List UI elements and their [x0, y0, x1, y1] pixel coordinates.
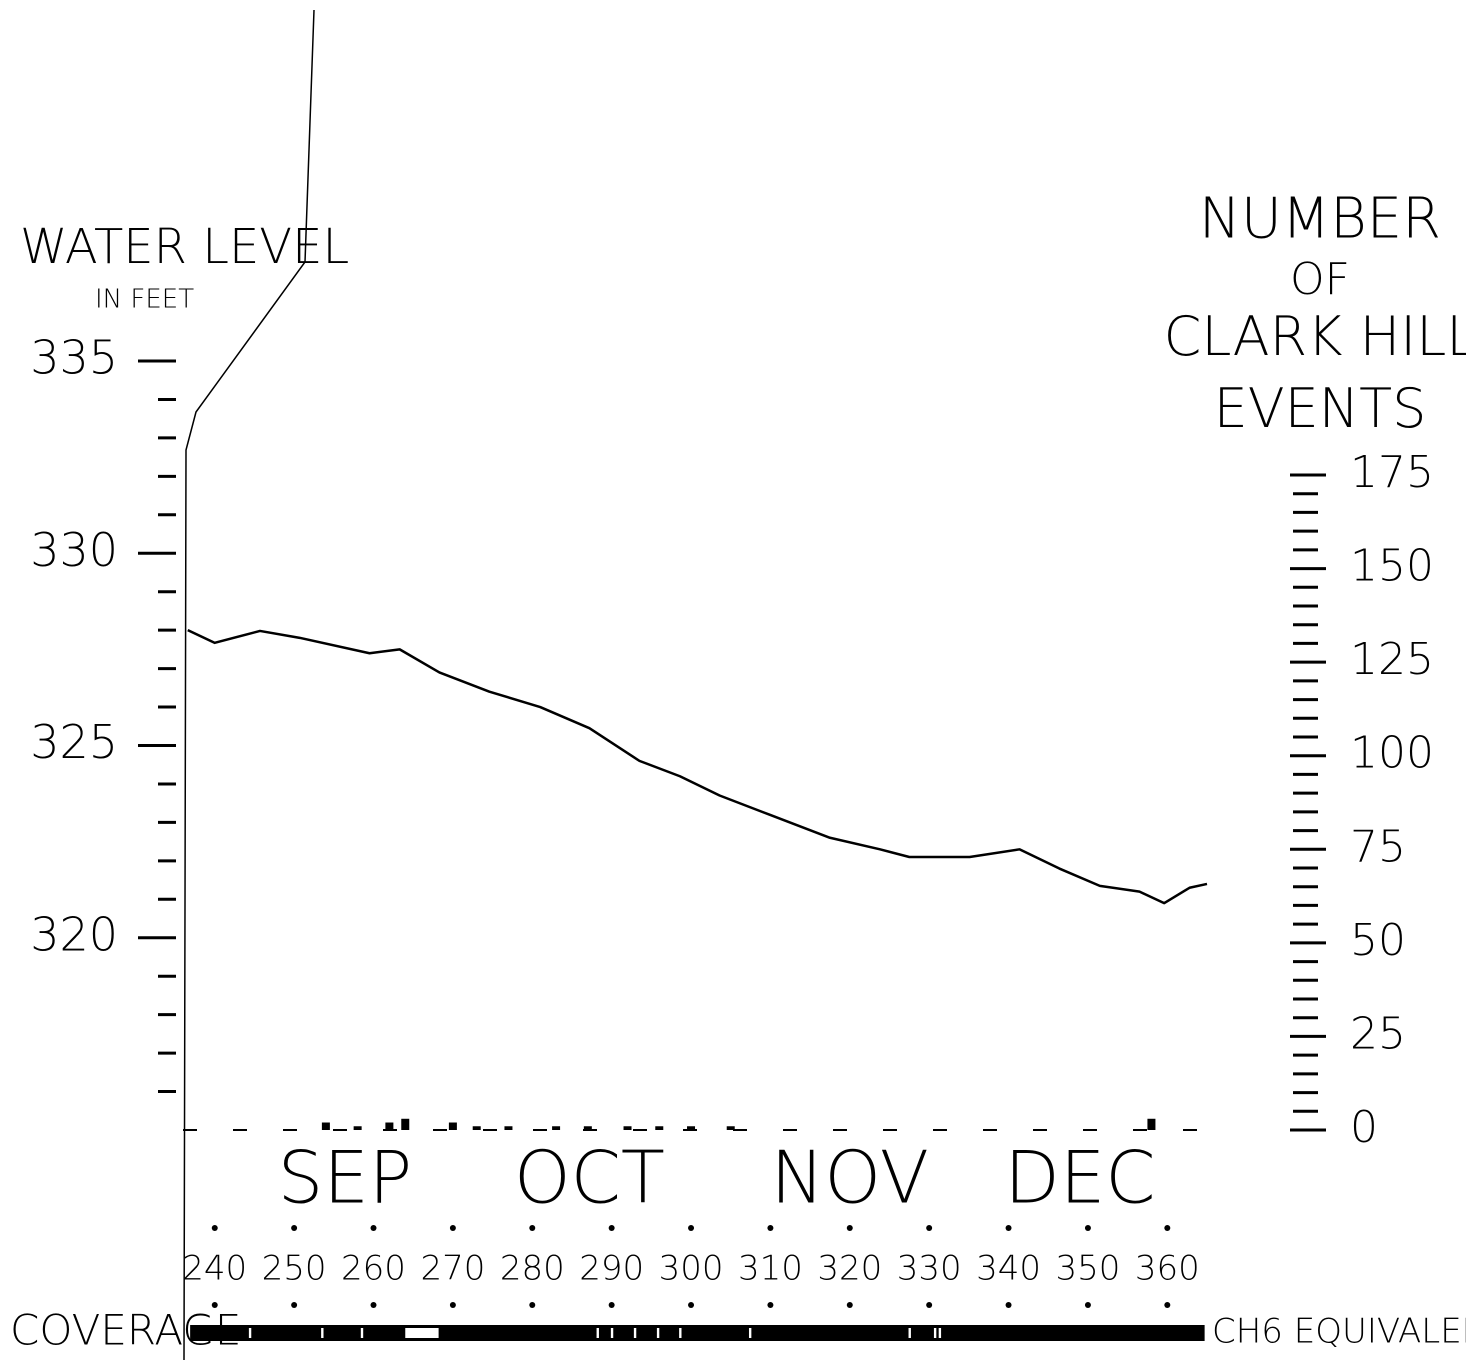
coverage-gap — [908, 1328, 911, 1338]
x-tick-dot — [449, 1225, 456, 1231]
x-tick-label: 330 — [897, 1249, 962, 1289]
coverage-gap — [610, 1328, 614, 1338]
y-axis-subtitle: IN FEET — [95, 285, 194, 315]
x-tick-dot — [1164, 1302, 1171, 1308]
x-tick-dot — [1005, 1225, 1012, 1231]
x-tick-label: 360 — [1135, 1249, 1200, 1289]
x-tick-dot — [846, 1302, 853, 1308]
event-bar — [655, 1126, 664, 1130]
x-tick-dot — [291, 1225, 298, 1231]
month-label: SEP — [278, 1136, 413, 1220]
event-bar — [726, 1126, 735, 1130]
y2-tick-label: 25 — [1350, 1008, 1406, 1059]
water-level-line — [187, 629, 1208, 905]
y-tick-label: 320 — [30, 907, 118, 961]
x-tick-dot — [1164, 1225, 1171, 1231]
month-label: OCT — [514, 1136, 665, 1220]
y2-axis-title: OF — [1290, 254, 1350, 305]
x-tick-dot — [211, 1302, 218, 1308]
x-tick-dot — [211, 1225, 218, 1231]
x-tick-label: 250 — [262, 1249, 327, 1289]
x-tick-dot — [449, 1302, 456, 1308]
x-tick-dot — [370, 1302, 377, 1308]
event-bar — [448, 1122, 457, 1130]
coverage-gap — [360, 1328, 364, 1338]
x-tick-label: 290 — [579, 1249, 644, 1289]
x-tick-label: 320 — [817, 1249, 882, 1289]
event-bar — [385, 1122, 394, 1130]
x-tick-dot — [529, 1225, 536, 1231]
coverage-gap — [938, 1328, 942, 1338]
coverage-gap — [748, 1328, 752, 1338]
x-tick-label: 280 — [500, 1249, 565, 1289]
x-tick-dot — [688, 1225, 695, 1231]
x-tick-dot — [846, 1225, 853, 1231]
x-tick-dot — [608, 1302, 615, 1308]
event-bar — [623, 1126, 632, 1130]
x-tick-dot — [1084, 1225, 1091, 1231]
x-tick-label: 300 — [659, 1249, 724, 1289]
y-tick-label: 335 — [30, 331, 118, 385]
x-tick-dot — [291, 1302, 298, 1308]
x-tick-label: 240 — [182, 1249, 247, 1289]
coverage-gap — [321, 1328, 324, 1338]
event-bar — [504, 1126, 513, 1130]
y2-axis-title: CLARK HILL — [1164, 305, 1466, 368]
y-tick-label: 330 — [30, 523, 118, 577]
y-tick-label: 325 — [30, 715, 118, 769]
coverage-gap — [596, 1328, 599, 1338]
event-bar — [353, 1126, 362, 1130]
event-bar — [321, 1122, 330, 1130]
event-bar — [583, 1126, 592, 1130]
event-bar — [472, 1126, 481, 1130]
y2-tick-label: 150 — [1350, 541, 1434, 592]
coverage-gap — [633, 1328, 637, 1338]
event-bar — [552, 1126, 561, 1130]
x-tick-label: 260 — [341, 1249, 406, 1289]
x-tick-dot — [1084, 1302, 1091, 1308]
y2-tick-label: 100 — [1350, 728, 1434, 779]
x-tick-label: 310 — [738, 1249, 803, 1289]
x-tick-label: 270 — [420, 1249, 485, 1289]
x-tick-dot — [1005, 1302, 1012, 1308]
x-tick-dot — [529, 1302, 536, 1308]
x-tick-dot — [608, 1225, 615, 1231]
x-tick-dot — [767, 1225, 774, 1231]
y2-tick-label: 50 — [1350, 915, 1406, 966]
x-tick-dot — [926, 1302, 933, 1308]
y2-tick-label: 175 — [1350, 447, 1434, 498]
x-tick-label: 340 — [976, 1249, 1041, 1289]
x-tick-dot — [767, 1302, 774, 1308]
event-bar — [1147, 1118, 1156, 1130]
coverage-gap — [656, 1328, 660, 1338]
y-axis-title: WATER LEVEL — [20, 219, 349, 275]
coverage-right-label: CH6 EQUIVALENT — [1212, 1312, 1466, 1352]
month-label: DEC — [1004, 1136, 1155, 1220]
coverage-gap — [405, 1328, 439, 1338]
coverage-gap — [248, 1328, 252, 1338]
y2-tick-label: 75 — [1350, 821, 1406, 872]
y2-tick-label: 125 — [1350, 634, 1434, 685]
month-label: NOV — [771, 1136, 930, 1220]
event-bar — [687, 1126, 696, 1130]
coverage-gap — [679, 1328, 682, 1338]
coverage-bar — [190, 1325, 1205, 1341]
coverage-gap — [933, 1328, 937, 1338]
x-tick-dot — [926, 1225, 933, 1231]
x-tick-dot — [370, 1225, 377, 1231]
y2-axis-title: NUMBER — [1199, 186, 1441, 251]
x-tick-dot — [688, 1302, 695, 1308]
y2-tick-label: 0 — [1350, 1102, 1378, 1153]
x-tick-label: 350 — [1055, 1249, 1120, 1289]
left-frame — [183, 9, 315, 1361]
y2-axis-title: EVENTS — [1214, 377, 1427, 440]
event-bar — [401, 1118, 410, 1130]
